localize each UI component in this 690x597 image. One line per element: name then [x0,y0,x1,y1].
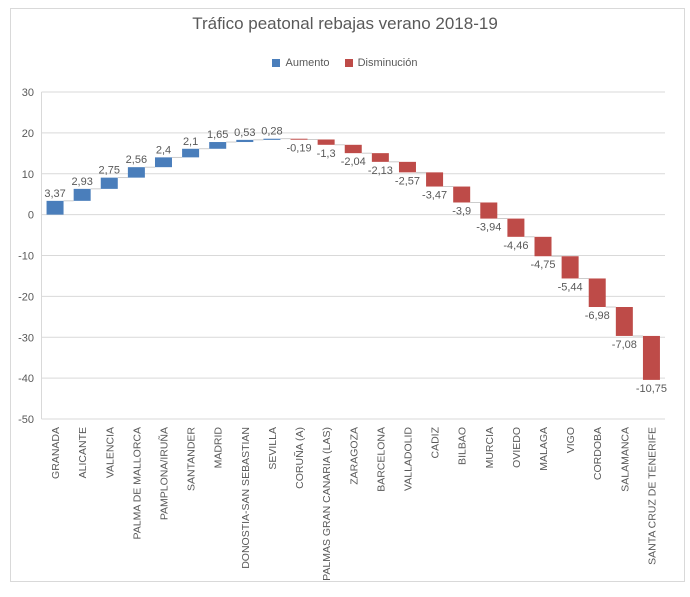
x-tick-label: ZARAGOZA [348,427,360,485]
bar-19 [561,256,579,279]
y-tick-label: 30 [22,87,34,99]
chart-frame [10,8,685,582]
bar-5 [182,148,200,158]
data-label: -2,57 [395,175,420,187]
data-label: -4,46 [503,240,528,252]
x-tick-label: MURCIA [484,427,496,468]
bar-22 [642,335,660,380]
data-label: 2,56 [126,154,147,166]
x-tick-label: OVIEDO [511,427,523,468]
bar-9 [290,138,308,140]
bar-13 [398,161,416,173]
data-label: -2,04 [341,156,366,168]
data-label: -2,13 [368,165,393,177]
y-tick-label: -30 [18,332,34,344]
x-tick-label: CORDOBA [592,427,604,480]
x-tick-label: SANTA CRUZ DE TENERIFE [646,427,658,565]
data-label: 2,4 [156,144,171,156]
x-tick-label: PAMPLONA/IRUÑA [157,427,170,520]
legend-item-disminucion: Disminución [344,57,418,69]
y-tick-label: 20 [22,128,34,140]
data-label: -1,3 [317,148,336,160]
bar-1 [73,188,91,201]
bar-3 [127,167,145,178]
bar-2 [100,177,118,189]
bar-14 [426,172,444,187]
chart-title: Tráfico peatonal rebajas verano 2018-19 [192,14,498,33]
x-tick-label: SEVILLA [267,427,279,470]
data-label: 0,53 [234,127,255,139]
bar-7 [236,139,254,143]
x-tick-label: GRANADA [50,427,62,479]
x-tick-label: SANTANDER [186,427,198,491]
x-tick-label: VALLADOLID [402,427,414,491]
data-label: 2,93 [71,176,92,188]
x-tick-label: SALAMANCA [619,427,631,492]
y-tick-label: 0 [28,210,34,222]
x-tick-label: PALMA DE MALLORCA [131,427,143,539]
data-label: -0,19 [286,142,311,154]
legend-swatch-aumento [272,59,281,67]
data-label: 2,1 [183,136,198,148]
bar-21 [615,307,633,336]
bar-8 [263,138,281,140]
bar-15 [453,186,471,203]
x-tick-label: BILBAO [457,427,469,465]
bar-10 [317,139,335,145]
data-label: 0,28 [261,126,282,138]
y-tick-label: -40 [18,373,34,385]
x-tick-label: BARCELONA [375,427,387,492]
data-label: 2,75 [99,165,120,177]
data-label: 1,65 [207,129,228,141]
bar-4 [154,157,172,168]
x-tick-label: ALICANTE [77,427,89,478]
x-tick-label: PALMAS GRAN CANARIA (LAS) [321,427,333,581]
data-label: -3,94 [476,222,501,234]
x-tick-label: VALENCIA [104,427,116,478]
data-label: -7,08 [612,339,637,351]
x-tick-label: MALAGA [538,427,550,471]
x-tick-label: CADIZ [430,426,442,458]
data-label: -3,47 [422,190,447,202]
bar-0 [46,200,64,215]
legend-label: Disminución [357,57,418,69]
bar-11 [344,144,362,154]
x-tick-label: VIGO [565,427,577,453]
data-label: 3,37 [44,188,65,200]
bar-18 [534,236,552,257]
legend: Aumento Disminución [0,57,690,70]
bar-17 [507,218,525,237]
legend-label: Aumento [285,57,330,69]
bar-12 [371,153,389,162]
y-tick-label: -50 [18,414,34,426]
x-tick-label: CORUÑA (A) [293,427,306,489]
y-tick-label: -20 [18,291,34,303]
data-label: -6,98 [585,310,610,322]
x-tick-label: MADRID [213,427,225,469]
legend-item-aumento: Aumento [272,57,330,69]
y-tick-label: -10 [18,251,34,263]
bar-6 [209,142,227,149]
data-label: -3,9 [452,205,471,217]
legend-swatch-disminucion [344,59,353,67]
y-tick-label: 10 [22,169,34,181]
data-label: -4,75 [530,259,555,271]
bar-16 [480,202,498,219]
data-label: -5,44 [558,281,583,293]
data-label: -10,75 [636,383,667,395]
bar-20 [588,278,606,308]
x-tick-label: DONOSTIA-SAN SEBASTIAN [240,427,252,569]
